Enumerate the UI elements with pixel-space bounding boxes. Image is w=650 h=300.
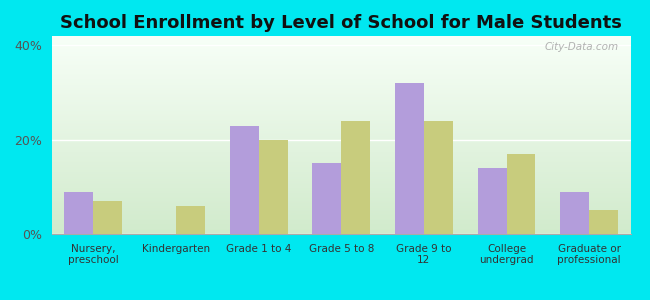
Bar (478, 168, 506, 234)
Title: School Enrollment by Level of School for Male Students: School Enrollment by Level of School for… (60, 14, 622, 32)
Bar (424, 121, 453, 234)
Bar (229, 126, 259, 234)
Text: City-Data.com: City-Data.com (545, 42, 619, 52)
Bar (176, 206, 205, 234)
Bar (94, 201, 122, 234)
Bar (589, 210, 618, 234)
Bar (395, 83, 424, 234)
Bar (312, 163, 341, 234)
Bar (259, 140, 287, 234)
Bar (506, 154, 536, 234)
Bar (341, 121, 370, 234)
Bar (560, 192, 589, 234)
Bar (64, 192, 94, 234)
